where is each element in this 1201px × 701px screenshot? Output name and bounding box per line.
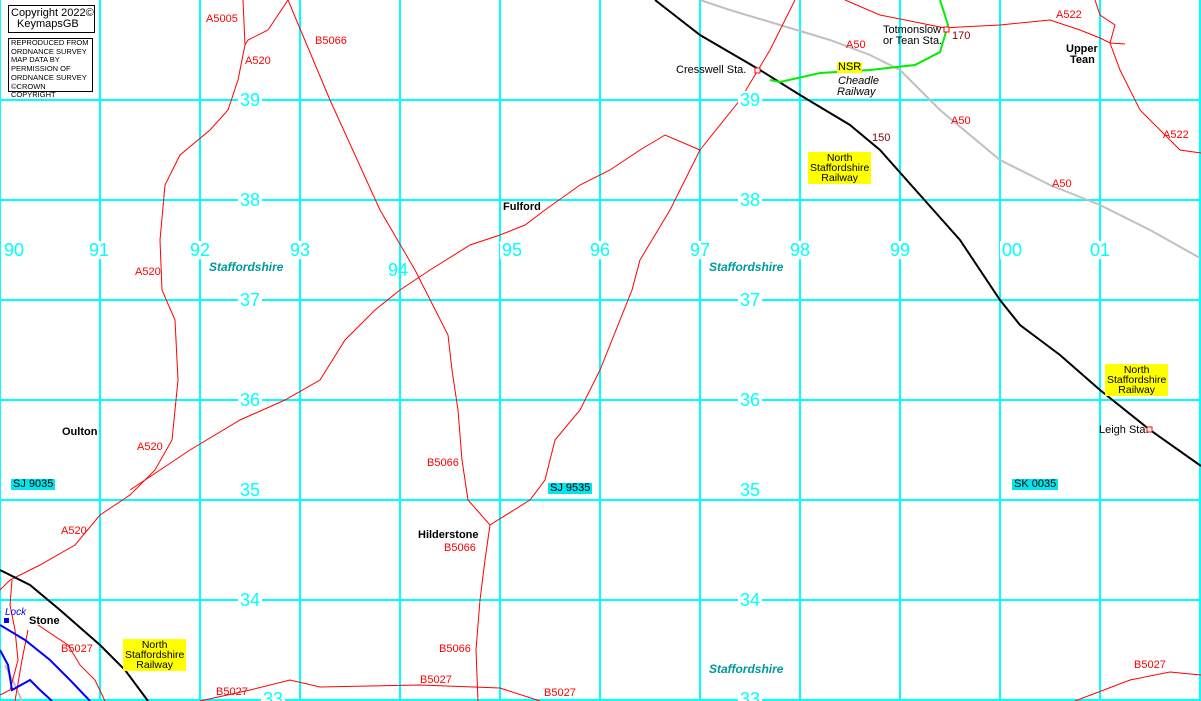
grid-ref-label: SJ 9535 xyxy=(548,482,593,494)
nsr-label: NSR xyxy=(837,61,863,73)
os-notice-line: ©CROWN COPYRIGHT xyxy=(11,81,56,100)
place-upper-tean: Upper xyxy=(1066,43,1098,55)
easting-label: 99 xyxy=(888,240,913,260)
road-label: B5066 xyxy=(444,542,476,554)
station-totmonslow: Totmonslow xyxy=(883,24,942,36)
road-label: B5066 xyxy=(427,457,459,469)
road-label: B5027 xyxy=(1134,659,1166,671)
road-label: A50 xyxy=(846,39,866,51)
road-label: A522 xyxy=(1056,9,1082,21)
northing-label: 37 xyxy=(738,290,763,310)
lock-label: Lock xyxy=(5,607,27,618)
place-stone: Stone xyxy=(29,615,60,627)
spot-height: 170 xyxy=(952,30,971,42)
road-label: A520 xyxy=(245,55,271,67)
road-label: B5027 xyxy=(420,674,452,686)
railway-label: North Staffordshire Railway xyxy=(1105,364,1169,396)
grid-ref-label: SJ 9035 xyxy=(11,478,56,490)
northing-label: 33 xyxy=(738,690,763,701)
canal-river xyxy=(0,624,91,701)
station-markers xyxy=(754,26,1153,433)
easting-label: 01 xyxy=(1088,240,1113,260)
place-oulton: Oulton xyxy=(62,426,98,438)
road-label: B5066 xyxy=(439,643,471,655)
road-label: A522 xyxy=(1163,129,1189,141)
os-notice-line: REPRODUCED FROM xyxy=(11,38,89,47)
easting-label: 96 xyxy=(588,240,613,260)
easting-label: 98 xyxy=(788,240,813,260)
os-notice-line: MAP DATA BY xyxy=(11,55,60,65)
easting-label: 00 xyxy=(1000,240,1025,260)
easting-label: 93 xyxy=(288,240,313,260)
cheadle-railway-label: Cheadle xyxy=(838,75,879,87)
place-upper-tean: Tean xyxy=(1070,54,1095,66)
road-label: A520 xyxy=(135,266,161,278)
road-label: B5027 xyxy=(216,686,248,698)
northing-label: 35 xyxy=(238,480,263,500)
northing-label: 36 xyxy=(238,390,263,410)
northing-label: 33 xyxy=(261,690,286,701)
northing-label: 39 xyxy=(738,90,763,110)
easting-label: 91 xyxy=(87,240,112,260)
northing-label: 34 xyxy=(738,590,763,610)
northing-label: 37 xyxy=(238,290,263,310)
road-label: B5027 xyxy=(544,687,576,699)
road-label: A50 xyxy=(951,115,971,127)
northing-label: 38 xyxy=(238,190,263,210)
easting-label: 92 xyxy=(188,240,213,260)
os-notice-line: ORDNANCE SURVEY xyxy=(11,46,87,56)
copyright-owner: KeymapsGB xyxy=(17,18,79,30)
station-totmonslow: or Tean Sta. xyxy=(883,35,943,47)
station-cresswell: Cresswell Sta. xyxy=(676,64,747,76)
road-label: B5066 xyxy=(315,35,347,47)
easting-label: 97 xyxy=(688,240,713,260)
spot-height: 150 xyxy=(872,132,891,144)
road-label: A520 xyxy=(137,441,163,453)
county-label: Staffordshire xyxy=(709,662,784,676)
easting-label: 95 xyxy=(500,240,525,260)
northing-label: 34 xyxy=(238,590,263,610)
county-label: Staffordshire xyxy=(209,260,284,274)
grid-ref-label: SK 0035 xyxy=(1012,478,1059,490)
northing-label: 36 xyxy=(738,390,763,410)
station-leigh: Leigh Sta. xyxy=(1099,424,1149,436)
road-label: A520 xyxy=(61,525,87,537)
road-label: A5005 xyxy=(206,13,238,25)
railway-label: North Staffordshire Railway xyxy=(808,152,872,184)
northing-label: 39 xyxy=(238,90,263,110)
county-label: Staffordshire xyxy=(709,260,784,274)
easting-label: 94 xyxy=(388,260,409,280)
os-notice-line: PERMISSION OF xyxy=(11,64,71,74)
northing-label: 35 xyxy=(738,480,763,500)
place-fulford: Fulford xyxy=(503,201,541,213)
place-hilderstone: Hilderstone xyxy=(418,529,479,541)
copyright-box: Copyright 2022© KeymapsGB xyxy=(8,5,95,33)
a50-trunk-road xyxy=(4,0,1201,701)
os-notice-box: REPRODUCED FROM ORDNANCE SURVEY MAP DATA… xyxy=(8,38,93,99)
northing-label: 38 xyxy=(738,190,763,210)
railway-label: North Staffordshire Railway xyxy=(123,639,187,671)
copyright-text: Copyright 2022© xyxy=(11,7,94,19)
lock-marker xyxy=(4,618,9,623)
cheadle-railway-label: Railway xyxy=(837,86,876,98)
road-label: A50 xyxy=(1052,178,1072,190)
road-label: B5027 xyxy=(61,643,93,655)
easting-label: 90 xyxy=(2,240,27,260)
os-notice-line: ORDNANCE SURVEY xyxy=(11,72,87,82)
